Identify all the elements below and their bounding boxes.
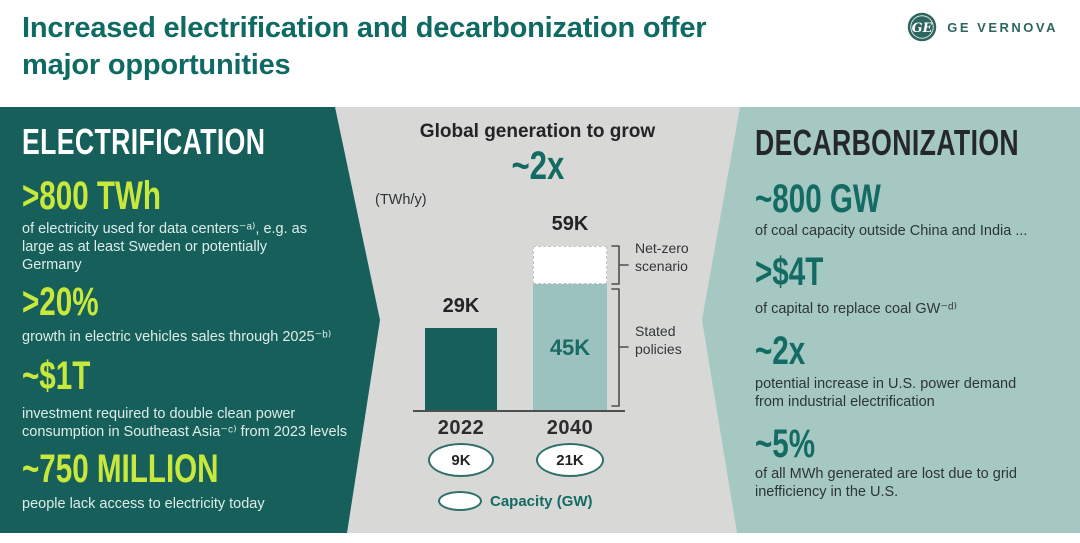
ge-monogram-icon: GE xyxy=(908,12,937,42)
brand-name: GE VERNOVA xyxy=(947,19,1058,35)
chart-unit-label: (TWh/y) xyxy=(375,192,427,208)
decarbonization-heading: DECARBONIZATION xyxy=(755,122,1020,163)
svg-text:GE: GE xyxy=(912,21,933,36)
stat-ev-growth-desc: growth in electric vehicles sales throug… xyxy=(22,329,332,345)
capacity-2022-badge: 9K xyxy=(428,443,494,477)
stat-investment-desc: investment required to double clean powe… xyxy=(22,406,348,441)
net-zero-annotation: Net-zero scenario xyxy=(635,240,689,274)
stat-data-centers-value: >800 TWh xyxy=(22,174,162,218)
capacity-2040-badge: 21K xyxy=(536,443,604,477)
bar-2022-total-label: 29K xyxy=(442,295,480,317)
net-zero-bracket xyxy=(611,245,629,285)
stated-policies-annotation: Stated policies xyxy=(635,323,682,357)
chart-title: Global generation to grow xyxy=(419,121,656,142)
stat-investment-value: ~$1T xyxy=(22,354,91,398)
stat-ev-growth-value: >20% xyxy=(22,280,99,324)
stat-grid-loss-value: ~5% xyxy=(755,422,816,466)
chart-multiplier: ~2x xyxy=(511,144,564,188)
stated-policies-bracket xyxy=(611,288,629,407)
page-title-line1: Increased electrification and decarboniz… xyxy=(22,12,707,44)
x-axis-line xyxy=(413,410,625,412)
stat-access-desc: people lack access to electricity today xyxy=(22,496,265,512)
bar-2040-total-label: 59K xyxy=(551,213,589,235)
electrification-panel: ELECTRIFICATION >800 TWh of electricity … xyxy=(0,107,380,533)
slide-header: Increased electrification and decarboniz… xyxy=(0,0,1080,107)
stat-access-value: ~750 MILLION xyxy=(22,447,219,491)
annotation-brackets xyxy=(611,245,629,407)
page-title-line2: major opportunities xyxy=(22,48,291,81)
bar-2040-stated-segment: 45K xyxy=(533,284,607,411)
stat-coal-capacity-desc: of coal capacity outside China and India… xyxy=(755,223,1028,239)
ge-vernova-logo: GE GE VERNOVA xyxy=(907,12,1058,42)
stat-coal-capacity-value: ~800 GW xyxy=(755,177,881,221)
capacity-legend-oval-icon xyxy=(438,491,482,511)
stat-data-centers-desc: of electricity used for data centers⁻ᵃ⁾,… xyxy=(22,221,307,274)
page-title: Increased electrification and decarboniz… xyxy=(22,10,707,83)
stat-power-demand-desc: potential increase in U.S. power demand … xyxy=(755,376,1017,411)
stat-capital-desc: of capital to replace coal GW⁻ᵈ⁾ xyxy=(755,301,958,317)
stat-capital-value: >$4T xyxy=(755,250,824,294)
electrification-heading: ELECTRIFICATION xyxy=(22,121,266,162)
generation-chart: Global generation to grow ~2x (TWh/y) 29… xyxy=(335,107,740,533)
capacity-legend-label: Capacity (GW) xyxy=(490,493,593,510)
bar-2022 xyxy=(425,328,497,411)
content-band: ELECTRIFICATION >800 TWh of electricity … xyxy=(0,107,1080,533)
bar-2040-stated-label: 45K xyxy=(549,334,591,360)
stat-power-demand-value: ~2x xyxy=(755,329,806,373)
bar-2040-net-zero-segment xyxy=(533,246,607,284)
x-tick-2040: 2040 xyxy=(546,417,594,439)
stat-grid-loss-desc: of all MWh generated are lost due to gri… xyxy=(755,466,1017,501)
x-tick-2022: 2022 xyxy=(437,417,485,439)
decarbonization-panel: DECARBONIZATION ~800 GW of coal capacity… xyxy=(702,107,1080,533)
